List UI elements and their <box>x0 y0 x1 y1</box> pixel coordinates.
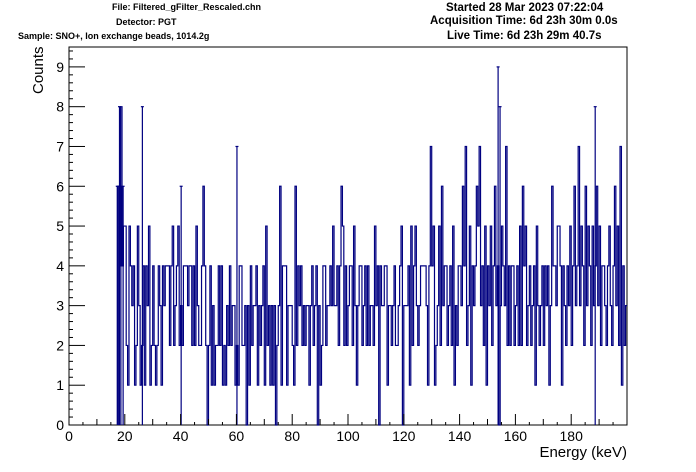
x-axis-title: Energy (keV) <box>539 444 627 461</box>
live-time-label: Live Time: 6d 23h 29m 40.7s <box>447 30 602 42</box>
x-tick-label: 120 <box>392 428 416 444</box>
plot-frame <box>68 46 628 426</box>
x-tick-label: 20 <box>117 428 133 444</box>
y-tick-label: 4 <box>56 258 64 274</box>
y-tick-label: 5 <box>56 218 64 234</box>
x-tick-label: 140 <box>448 428 472 444</box>
y-tick-label: 1 <box>56 377 64 393</box>
spectrum-series <box>117 106 627 426</box>
acquisition-label: Acquisition Time: 6d 23h 30m 0.0s <box>430 15 618 27</box>
x-tick-label: 100 <box>336 428 360 444</box>
y-tick-label: 7 <box>56 138 64 154</box>
detector-label: Detector: PGT <box>116 17 177 27</box>
y-tick-label: 3 <box>56 298 64 314</box>
y-tick-label: 6 <box>56 178 64 194</box>
y-tick-label: 9 <box>56 59 64 75</box>
file-label: File: Filtered_gFilter_Rescaled.chn <box>112 2 262 12</box>
sample-label: Sample: SNO+, Ion exchange beads, 1014.2… <box>18 31 210 41</box>
y-tick-label: 0 <box>56 417 64 433</box>
x-tick-label: 40 <box>173 428 189 444</box>
x-tick-label: 0 <box>65 428 73 444</box>
y-tick-label: 2 <box>56 337 64 353</box>
x-tick-label: 160 <box>504 428 528 444</box>
y-tick-label: 8 <box>56 99 64 115</box>
x-tick-label: 80 <box>284 428 300 444</box>
x-tick-label: 60 <box>229 428 245 444</box>
x-tick-label: 180 <box>560 428 584 444</box>
y-axis-title: Counts <box>30 46 47 94</box>
started-label: Started 28 Mar 2023 07:22:04 <box>446 2 604 14</box>
